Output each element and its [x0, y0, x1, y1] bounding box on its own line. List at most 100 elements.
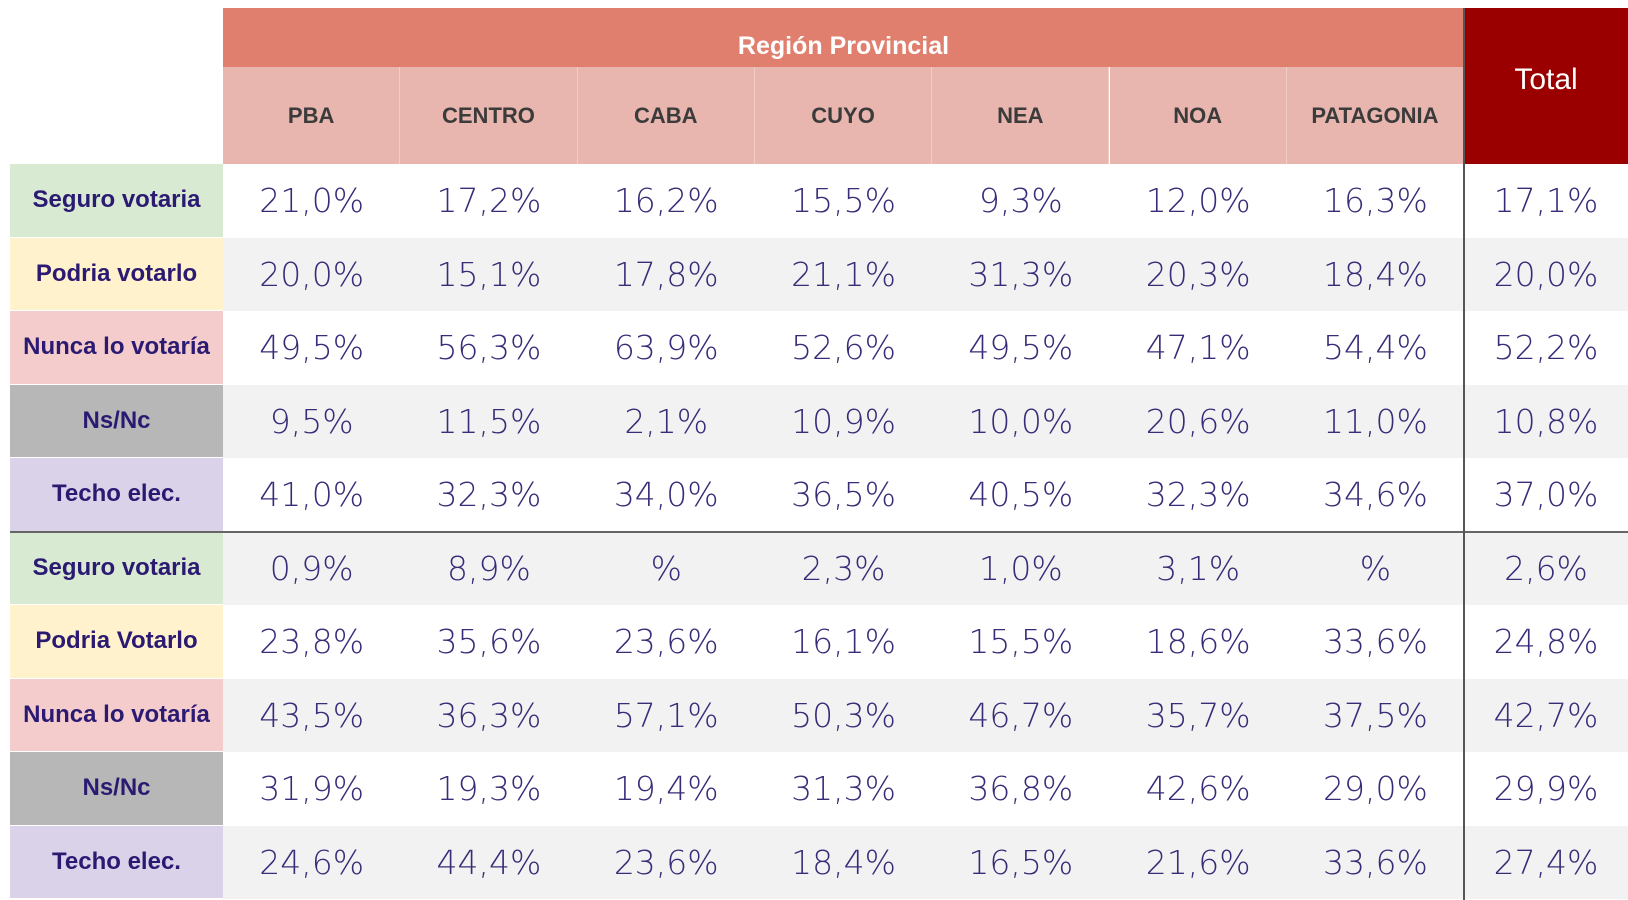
total-cell: 29,9%	[1493, 769, 1599, 809]
column-header: CABA	[577, 67, 755, 164]
row-label: Techo elec.	[10, 458, 223, 532]
cell: 23,6%	[613, 842, 719, 882]
cell: 9,5%	[269, 401, 354, 441]
column-header: NOA	[1109, 67, 1287, 164]
cell: 33,6%	[1323, 622, 1428, 662]
cell: 52,6%	[791, 328, 896, 368]
cell: 23,8%	[259, 622, 365, 662]
total-cell: 37,0%	[1493, 475, 1599, 515]
total-cell: 17,1%	[1493, 181, 1599, 221]
group-header: Región Provincial	[223, 8, 1464, 67]
row-bg	[223, 752, 1628, 826]
cell: 49,5%	[968, 328, 1074, 368]
cell: 12,0%	[1145, 181, 1251, 221]
row-bg	[223, 237, 1628, 311]
cell: 36,5%	[791, 475, 896, 515]
cell: 50,3%	[791, 695, 896, 735]
cell: 35,7%	[1145, 695, 1251, 735]
cell: 34,6%	[1323, 475, 1428, 515]
cell: 34,0%	[613, 475, 719, 515]
cell: 46,7%	[968, 695, 1074, 735]
cell: 3,1%	[1156, 548, 1241, 588]
cell: 54,4%	[1323, 328, 1428, 368]
row-bg	[223, 311, 1628, 385]
total-cell: 24,8%	[1493, 622, 1599, 662]
cell: 20,6%	[1145, 401, 1251, 441]
cell: 18,6%	[1145, 622, 1251, 662]
cell: 40,5%	[968, 475, 1074, 515]
cell: 57,1%	[613, 695, 719, 735]
cell: 36,3%	[436, 695, 542, 735]
cell: 16,3%	[1323, 181, 1428, 221]
cell: 11,5%	[436, 401, 542, 441]
cell: 10,9%	[791, 401, 896, 441]
row-bg	[223, 384, 1628, 458]
cell: 16,2%	[613, 181, 719, 221]
cell: 43,5%	[259, 695, 365, 735]
divider	[1463, 8, 1465, 900]
cell: 10,0%	[968, 401, 1074, 441]
cell: 15,1%	[436, 254, 542, 294]
cell: %	[1359, 548, 1392, 588]
row-label: Ns/Nc	[10, 384, 223, 458]
cell: 2,3%	[801, 548, 886, 588]
cell: 56,3%	[436, 328, 542, 368]
cell: 23,6%	[613, 622, 719, 662]
cell: 21,6%	[1145, 842, 1251, 882]
column-header: PATAGONIA	[1286, 67, 1465, 164]
total-cell: 20,0%	[1493, 254, 1599, 294]
row-bg	[223, 458, 1628, 532]
column-header: CUYO	[754, 67, 933, 164]
divider	[10, 530, 1628, 533]
row-bg	[223, 825, 1628, 899]
cell: 16,1%	[791, 622, 896, 662]
cell: 44,4%	[436, 842, 542, 882]
cell: 31,3%	[791, 769, 896, 809]
cell: 63,9%	[613, 328, 719, 368]
row-bg	[223, 531, 1628, 605]
cell: 29,0%	[1323, 769, 1428, 809]
total-cell: 2,6%	[1504, 548, 1588, 588]
cell: 21,0%	[259, 181, 365, 221]
cell: 36,8%	[968, 769, 1074, 809]
cell: 8,9%	[447, 548, 531, 588]
cell: 19,3%	[436, 769, 542, 809]
column-header: NEA	[932, 67, 1110, 164]
column-header: CENTRO	[400, 67, 578, 164]
row-label: Podria votarlo	[10, 237, 223, 311]
cell: 31,3%	[968, 254, 1074, 294]
cell: 15,5%	[791, 181, 896, 221]
cell: 9,3%	[978, 181, 1063, 221]
row-label: Techo elec.	[10, 825, 223, 899]
row-label: Seguro votaria	[10, 531, 223, 605]
cell: 24,6%	[259, 842, 365, 882]
total-cell: 27,4%	[1493, 842, 1599, 882]
cell: 42,6%	[1145, 769, 1251, 809]
total-header: Total	[1464, 8, 1628, 164]
cell: 17,8%	[613, 254, 719, 294]
total-cell: 52,2%	[1493, 328, 1599, 368]
cell: 32,3%	[1145, 475, 1251, 515]
column-header: PBA	[223, 67, 401, 164]
cell: 21,1%	[791, 254, 896, 294]
cell: 41,0%	[259, 475, 365, 515]
cell: 47,1%	[1145, 328, 1251, 368]
cell: 1,0%	[978, 548, 1063, 588]
cell: 31,9%	[259, 769, 365, 809]
cell: 0,9%	[269, 548, 354, 588]
cell: 11,0%	[1323, 401, 1428, 441]
total-cell: 42,7%	[1493, 695, 1599, 735]
row-label: Nunca lo votaría	[10, 678, 223, 752]
cell: 35,6%	[436, 622, 542, 662]
cell: 49,5%	[259, 328, 365, 368]
row-label: Ns/Nc	[10, 752, 223, 826]
cell: 16,5%	[968, 842, 1074, 882]
row-bg	[223, 678, 1628, 752]
cell: 20,0%	[259, 254, 365, 294]
cell: 20,3%	[1145, 254, 1251, 294]
cell: 19,4%	[613, 769, 719, 809]
row-label: Nunca lo votaría	[10, 311, 223, 385]
cell: 33,6%	[1323, 842, 1428, 882]
cell: 18,4%	[791, 842, 896, 882]
